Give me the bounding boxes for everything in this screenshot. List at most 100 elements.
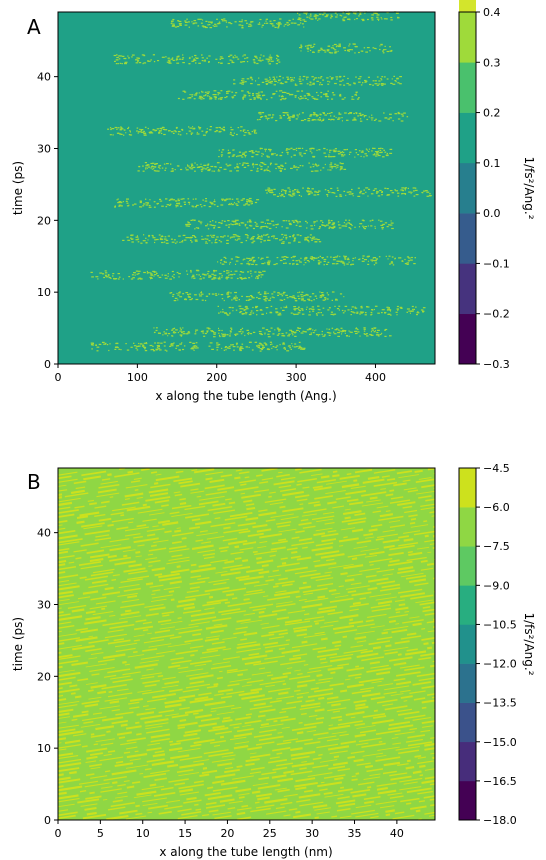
- streak-dot: [186, 270, 188, 272]
- streak-segment: [150, 544, 157, 548]
- streak-dot: [292, 236, 294, 238]
- streak-dot: [154, 163, 157, 165]
- streak-dot: [156, 202, 159, 205]
- streak-dot: [281, 91, 285, 93]
- streak-dot: [272, 116, 274, 118]
- streak-segment: [302, 546, 308, 549]
- streak-dot: [347, 113, 350, 115]
- streak-dot: [298, 194, 301, 196]
- streak-dot: [248, 219, 251, 221]
- streak-dot: [234, 219, 237, 221]
- streak-segment: [365, 574, 377, 578]
- streak-dot: [297, 191, 300, 193]
- streak-segment: [300, 518, 309, 522]
- streak-dot: [318, 241, 322, 243]
- streak-segment: [224, 560, 235, 564]
- streak-dot: [259, 18, 262, 21]
- streak-dot: [242, 129, 246, 131]
- streak-segment: [379, 805, 395, 809]
- streak-dot: [311, 147, 315, 149]
- streak-segment: [361, 502, 384, 507]
- streak-dot: [300, 332, 304, 334]
- streak-dot: [259, 348, 263, 350]
- streak-dot: [397, 82, 400, 84]
- streak-dot: [269, 76, 271, 78]
- streak-dot: [350, 331, 353, 333]
- streak-dot: [320, 76, 323, 78]
- streak-segment: [179, 498, 186, 501]
- streak-dot: [181, 128, 184, 131]
- streak-dot: [267, 189, 270, 191]
- streak-dot: [184, 21, 188, 23]
- streak-dot: [420, 309, 424, 311]
- streak-dot: [196, 204, 199, 206]
- streak-segment: [118, 584, 140, 589]
- streak-dot: [200, 292, 203, 294]
- streak-segment: [382, 573, 393, 576]
- streak-segment: [407, 734, 426, 739]
- streak-dot: [339, 162, 342, 164]
- streak-dot: [110, 128, 112, 131]
- streak-dot: [172, 293, 175, 296]
- streak-dot: [230, 270, 232, 272]
- streak-dot: [381, 18, 383, 20]
- streak-segment: [204, 607, 215, 610]
- streak-segment: [369, 550, 385, 556]
- streak-dot: [289, 118, 291, 120]
- streak-dot: [306, 227, 308, 229]
- streak-dot: [278, 95, 281, 97]
- streak-dot: [177, 133, 180, 135]
- streak-segment: [423, 520, 428, 523]
- streak-segment: [133, 477, 142, 480]
- streak-dot: [291, 331, 294, 333]
- streak-dot: [389, 152, 393, 154]
- streak-segment: [57, 496, 63, 499]
- streak-dot: [221, 263, 225, 265]
- streak-dot: [147, 203, 149, 205]
- streak-segment: [427, 467, 436, 471]
- streak-dot: [130, 278, 134, 280]
- streak-dot: [247, 271, 250, 273]
- streak-segment: [272, 747, 291, 752]
- streak-dot: [305, 149, 308, 152]
- streak-dot: [218, 156, 220, 158]
- streak-dot: [180, 328, 182, 330]
- streak-dot: [293, 239, 296, 241]
- streak-dot: [272, 235, 276, 237]
- streak-dot: [182, 198, 185, 200]
- streak-segment: [147, 698, 167, 703]
- streak-dot: [237, 238, 241, 240]
- streak-dot: [337, 45, 341, 48]
- streak-segment: [395, 681, 412, 686]
- streak-segment: [405, 766, 415, 770]
- streak-segment: [68, 561, 75, 564]
- streak-dot: [187, 331, 190, 333]
- streak-dot: [256, 95, 259, 97]
- streak-segment: [317, 735, 337, 740]
- streak-dot: [307, 120, 311, 122]
- streak-dot: [334, 52, 337, 54]
- streak-dot: [117, 63, 119, 65]
- streak-dot: [256, 225, 259, 227]
- streak-segment: [390, 693, 404, 696]
- streak-segment: [69, 771, 77, 775]
- streak-segment: [315, 527, 333, 532]
- streak-dot: [288, 119, 291, 121]
- streak-dot: [343, 225, 347, 227]
- streak-segment: [112, 781, 118, 784]
- streak-segment: [131, 781, 141, 784]
- streak-dot: [358, 51, 360, 54]
- streak-dot: [347, 50, 349, 52]
- streak-dot: [343, 264, 346, 266]
- streak-segment: [89, 752, 103, 756]
- streak-dot: [203, 26, 207, 28]
- streak-segment: [114, 642, 138, 648]
- streak-segment: [146, 747, 162, 752]
- streak-segment: [372, 646, 382, 650]
- streak-segment: [71, 718, 78, 721]
- streak-segment: [101, 684, 127, 690]
- streak-segment: [145, 707, 156, 711]
- streak-segment: [331, 703, 341, 707]
- streak-dot: [268, 56, 272, 58]
- streak-segment: [216, 676, 224, 680]
